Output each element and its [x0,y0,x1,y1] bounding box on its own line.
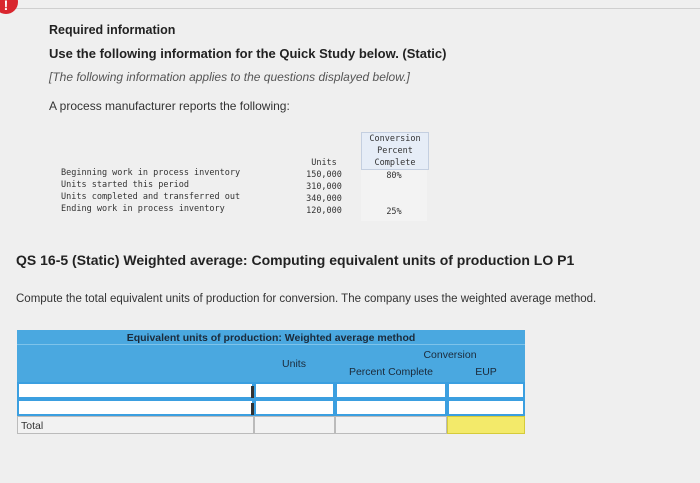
conversion-column-header: Conversion [423,349,477,361]
eup-table: Equivalent units of production: Weighted… [17,330,525,434]
conversion-column-band [361,169,427,221]
info-row-label: Units completed and transferred out [61,192,241,202]
row2-percent-input[interactable] [335,399,447,416]
required-info-subtitle: Use the following information for the Qu… [49,46,447,61]
total-percent-cell [335,416,447,434]
row1-eup-input[interactable] [447,382,525,399]
info-row-pct-ending: 25% [386,207,402,217]
info-row-units: 150,000 [306,170,342,180]
info-row-label: Ending work in process inventory [61,204,225,214]
dropdown-handle-icon [251,403,254,415]
required-info-intro: A process manufacturer reports the follo… [49,99,290,113]
info-row-units: 120,000 [306,206,342,216]
row1-units-input[interactable] [254,382,335,399]
units-header: Units [311,158,337,168]
total-units-cell [254,416,335,434]
conversion-header-line1: Conversion [369,134,421,144]
question-description: Compute the total equivalent units of pr… [16,293,597,305]
row2-label-dropdown[interactable] [17,399,254,416]
total-eup-input[interactable] [447,416,525,434]
row1-label-dropdown[interactable] [17,382,254,399]
total-label: Total [21,420,44,432]
question-title: QS 16-5 (Static) Weighted average: Compu… [16,252,575,268]
required-info-note: [The following information applies to th… [49,70,410,84]
percent-complete-header: Percent Complete [348,366,434,378]
top-divider [0,8,700,9]
table-row [17,399,525,416]
dropdown-handle-icon [251,386,254,398]
eup-table-title: Equivalent units of production: Weighted… [126,332,416,344]
required-info-title: Required information [49,23,176,37]
eup-table-header: Equivalent units of production: Weighted… [17,330,525,382]
total-label-cell: Total [17,416,254,434]
info-row-label: Beginning work in process inventory [61,168,241,178]
row2-eup-input[interactable] [447,399,525,416]
conversion-header-line2: Percent [377,146,413,156]
total-row: Total [17,416,525,434]
alert-icon: ! [0,0,18,14]
table-row [17,382,525,399]
info-row-label: Units started this period [61,180,189,190]
info-row-units: 340,000 [306,194,342,204]
conversion-header-line3: Complete [374,158,416,168]
conversion-header: Conversion Percent Complete [361,132,429,170]
info-labels: Beginning work in process inventory Unit… [61,167,240,215]
info-row-pct-beginning: 80% [386,171,402,181]
header-divider [17,344,525,345]
eup-column-header: EUP [475,366,497,378]
info-row-units: 310,000 [306,182,342,192]
info-units-values: 150,000 310,000 340,000 120,000 [298,169,350,217]
row1-percent-input[interactable] [335,382,447,399]
row2-units-input[interactable] [254,399,335,416]
units-column-header: Units [282,358,306,370]
